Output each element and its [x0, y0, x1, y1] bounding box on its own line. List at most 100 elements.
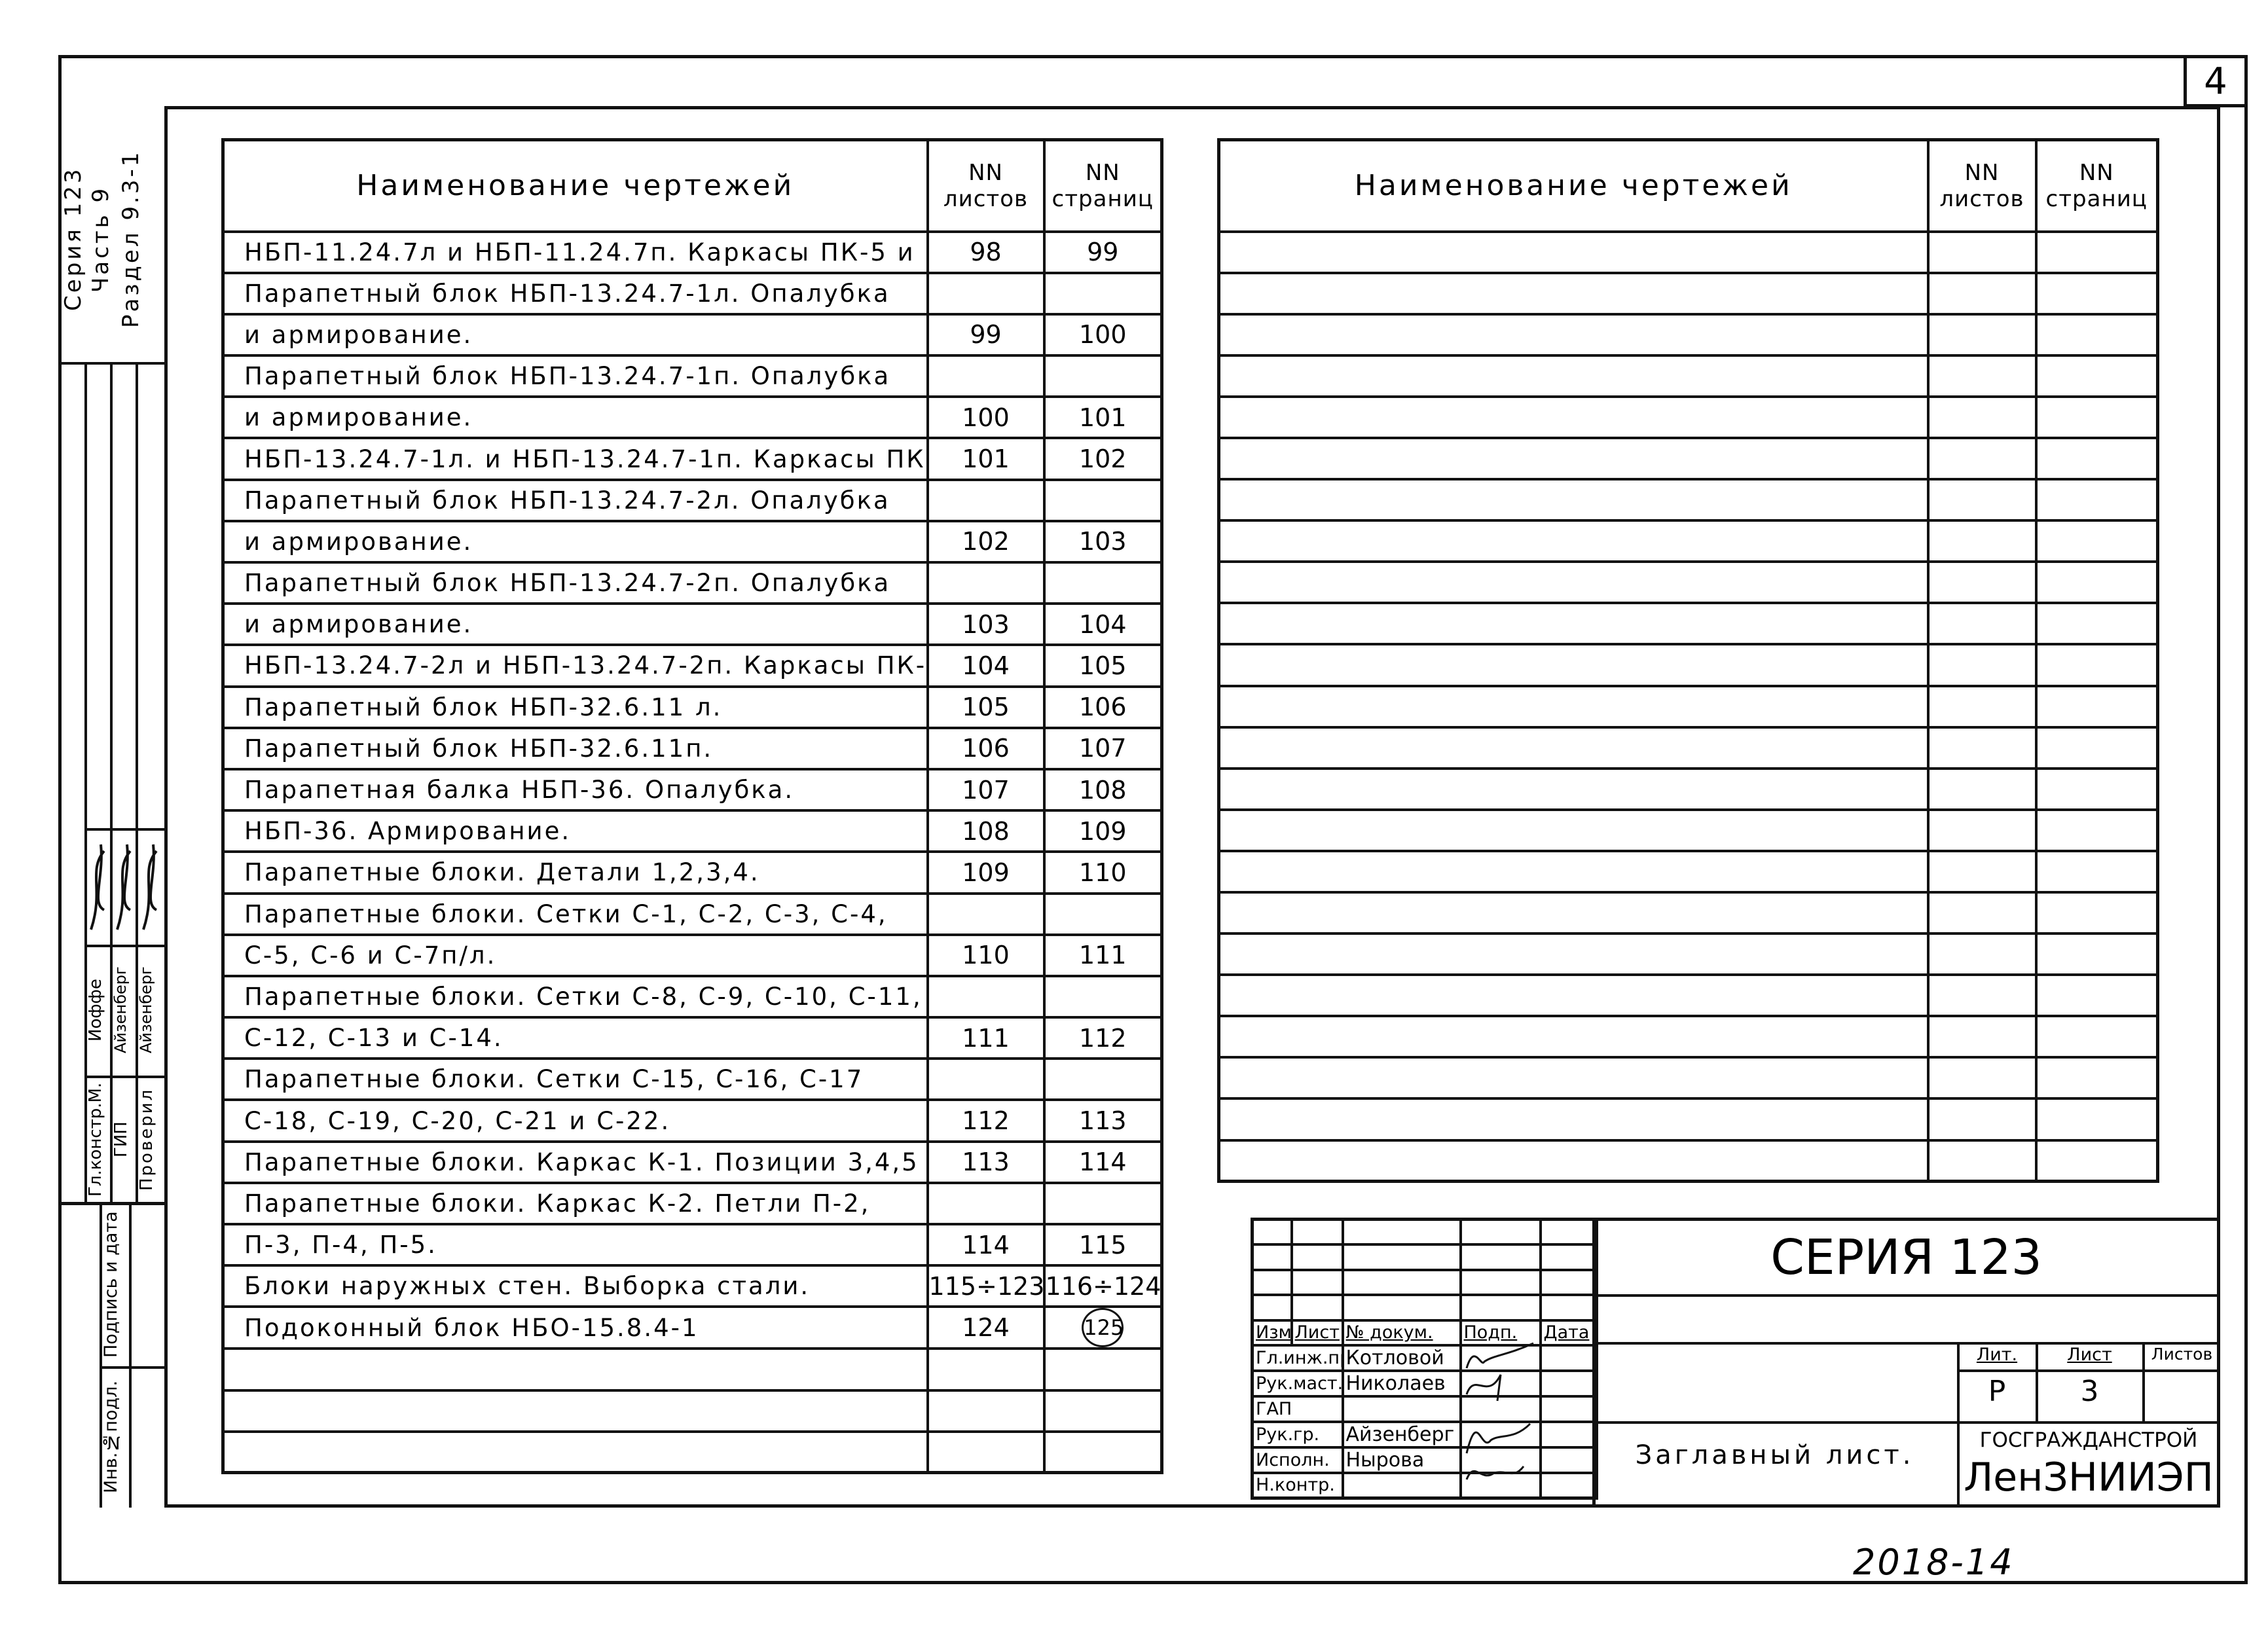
- table-row: [1217, 808, 2159, 852]
- drawing-name: НБП-13.24.7-1л. и НБП-13.24.7-1п. Каркас…: [221, 437, 929, 481]
- empty-cell: [2034, 1056, 2159, 1100]
- empty-cell: [1217, 519, 1930, 564]
- empty-cell: [2034, 353, 2159, 398]
- drawing-name: Парапетные блоки. Сетки С-15, С-16, С-17: [221, 1057, 929, 1102]
- page-number-cell: 101: [1042, 395, 1163, 440]
- page-number-cell: [1042, 1430, 1163, 1474]
- drawing-name: [221, 1388, 929, 1433]
- signature-date-label: Подпись и дата: [101, 1211, 121, 1358]
- signature-cell: [1459, 1445, 1542, 1474]
- column-header: Лист: [1290, 1318, 1344, 1347]
- column-header: Изм.: [1251, 1318, 1293, 1347]
- table-row: [1217, 890, 2159, 935]
- page-number-cell: [1042, 1181, 1163, 1226]
- table-row: и армирование. 103 104: [221, 602, 1163, 647]
- sheet-number-cell: [926, 1181, 1046, 1226]
- empty-cell: [1926, 643, 2038, 687]
- page-number-cell: 110: [1042, 850, 1163, 895]
- table-row: Парапетный блок НБП-32.6.11п. 106 107: [221, 726, 1163, 770]
- page-number-cell: 107: [1042, 726, 1163, 770]
- revision-cell: [1251, 1243, 1293, 1271]
- table-row: и армирование. 100 101: [221, 395, 1163, 440]
- sheet-number-cell: 113: [926, 1140, 1046, 1184]
- signature: [90, 844, 105, 930]
- table-row: [1217, 602, 2159, 646]
- column-header: Подп.: [1459, 1318, 1542, 1347]
- empty-cell: [1217, 932, 1930, 977]
- series-title: СЕРИЯ 123: [1770, 1229, 2042, 1286]
- table-row: С-5, С-6 и С-7п/л. 110 111: [221, 933, 1163, 977]
- sheet-number-cell: [926, 892, 1046, 936]
- page-number-cell: [1042, 271, 1163, 316]
- drawing-name: НБП-36. Армирование.: [221, 809, 929, 854]
- table-row: Парапетный блок НБП-32.6.11 л. 105 106: [221, 685, 1163, 729]
- empty-cell: [1926, 230, 2038, 274]
- date-cell: [1539, 1471, 1598, 1499]
- page-number-cell: 104: [1042, 602, 1163, 647]
- page-number-cell: 125: [1042, 1305, 1163, 1350]
- sheet-number-cell: 100: [926, 395, 1046, 440]
- page-number-cell: 113: [1042, 1098, 1163, 1143]
- empty-cell: [1926, 312, 2038, 357]
- table-row: [1217, 436, 2159, 481]
- circled-page-number: 125: [1082, 1309, 1124, 1347]
- empty-cell: [2034, 560, 2159, 605]
- sheet-number-cell: [926, 974, 1046, 1019]
- sheet-number-cell: [926, 478, 1046, 522]
- header-name: Наименование чертежей: [221, 138, 929, 233]
- role: ГАП: [1251, 1395, 1344, 1423]
- empty-cell: [1926, 725, 2038, 770]
- empty-cell: [1217, 1056, 1930, 1100]
- table-row: Парапетный блок НБП-13.24.7-2л. Опалубка: [221, 478, 1163, 522]
- page-number-cell: [1042, 1057, 1163, 1102]
- table-row: Парапетные блоки. Детали 1,2,3,4. 109 110: [221, 850, 1163, 895]
- empty-cell: [2034, 602, 2159, 646]
- revision-cell: [1459, 1243, 1542, 1271]
- approval-role: ГИП: [111, 1121, 131, 1157]
- table-row: [1217, 560, 2159, 605]
- empty-cell: [1217, 436, 1930, 481]
- date-cell: [1539, 1420, 1598, 1449]
- drawing-name: [221, 1347, 929, 1392]
- signature: [116, 844, 132, 930]
- empty-cell: [2034, 643, 2159, 687]
- empty-cell: [2034, 312, 2159, 357]
- signature: [1465, 1466, 1525, 1480]
- revision-cell: [1459, 1218, 1542, 1246]
- drawing-name: Парапетный блок НБП-13.24.7-2л. Опалубка: [221, 478, 929, 522]
- table-row: Парапетные блоки. Каркас К-1. Позиции 3,…: [221, 1140, 1163, 1184]
- revision-row: [1251, 1294, 1598, 1322]
- table-row: НБП-13.24.7-2л и НБП-13.24.7-2п. Каркасы…: [221, 643, 1163, 688]
- sheet-number-cell: [926, 354, 1046, 399]
- stage-label: Лит.: [1976, 1345, 2018, 1365]
- header-pages: NN страниц: [2034, 138, 2159, 233]
- sheet-number-cell: 106: [926, 726, 1046, 770]
- table-row: [1217, 932, 2159, 977]
- sheet-number-cell: [926, 1430, 1046, 1474]
- approval-name: Айзенберг: [111, 966, 130, 1054]
- empty-cell: [2034, 1015, 2159, 1059]
- page-number-cell: [1042, 974, 1163, 1019]
- signature: [1465, 1342, 1534, 1369]
- revision-cell: [1459, 1268, 1542, 1296]
- drawing-name: Парапетные блоки. Сетки С-8, С-9, С-10, …: [221, 974, 929, 1019]
- role: Рук.гр.: [1251, 1420, 1344, 1449]
- drawing-name: Парапетные блоки. Детали 1,2,3,4.: [221, 850, 929, 895]
- drawing-name: С-5, С-6 и С-7п/л.: [221, 933, 929, 977]
- empty-cell: [1926, 353, 2038, 398]
- signature-cell: [1459, 1471, 1542, 1499]
- page-number-cell: [1042, 560, 1163, 606]
- column-header: Дата: [1539, 1318, 1598, 1347]
- sheet-value: 3: [2080, 1375, 2099, 1408]
- signature-row: Гл.инж.пр.Котловой: [1251, 1344, 1598, 1372]
- drawing-name: П-3, П-4, П-5.: [221, 1222, 929, 1267]
- title-block-main: [1592, 1218, 2220, 1508]
- drawing-name: и армирование.: [221, 602, 929, 647]
- sheet-number-cell: [926, 1388, 1046, 1433]
- organization: Госгражданстрой: [1979, 1428, 2198, 1452]
- approval-role: Гл.констр.М.: [86, 1082, 105, 1197]
- header-sheets: NN листов: [926, 138, 1046, 233]
- revision-cell: [1290, 1294, 1344, 1322]
- empty-cell: [1217, 312, 1930, 357]
- empty-cell: [1926, 808, 2038, 852]
